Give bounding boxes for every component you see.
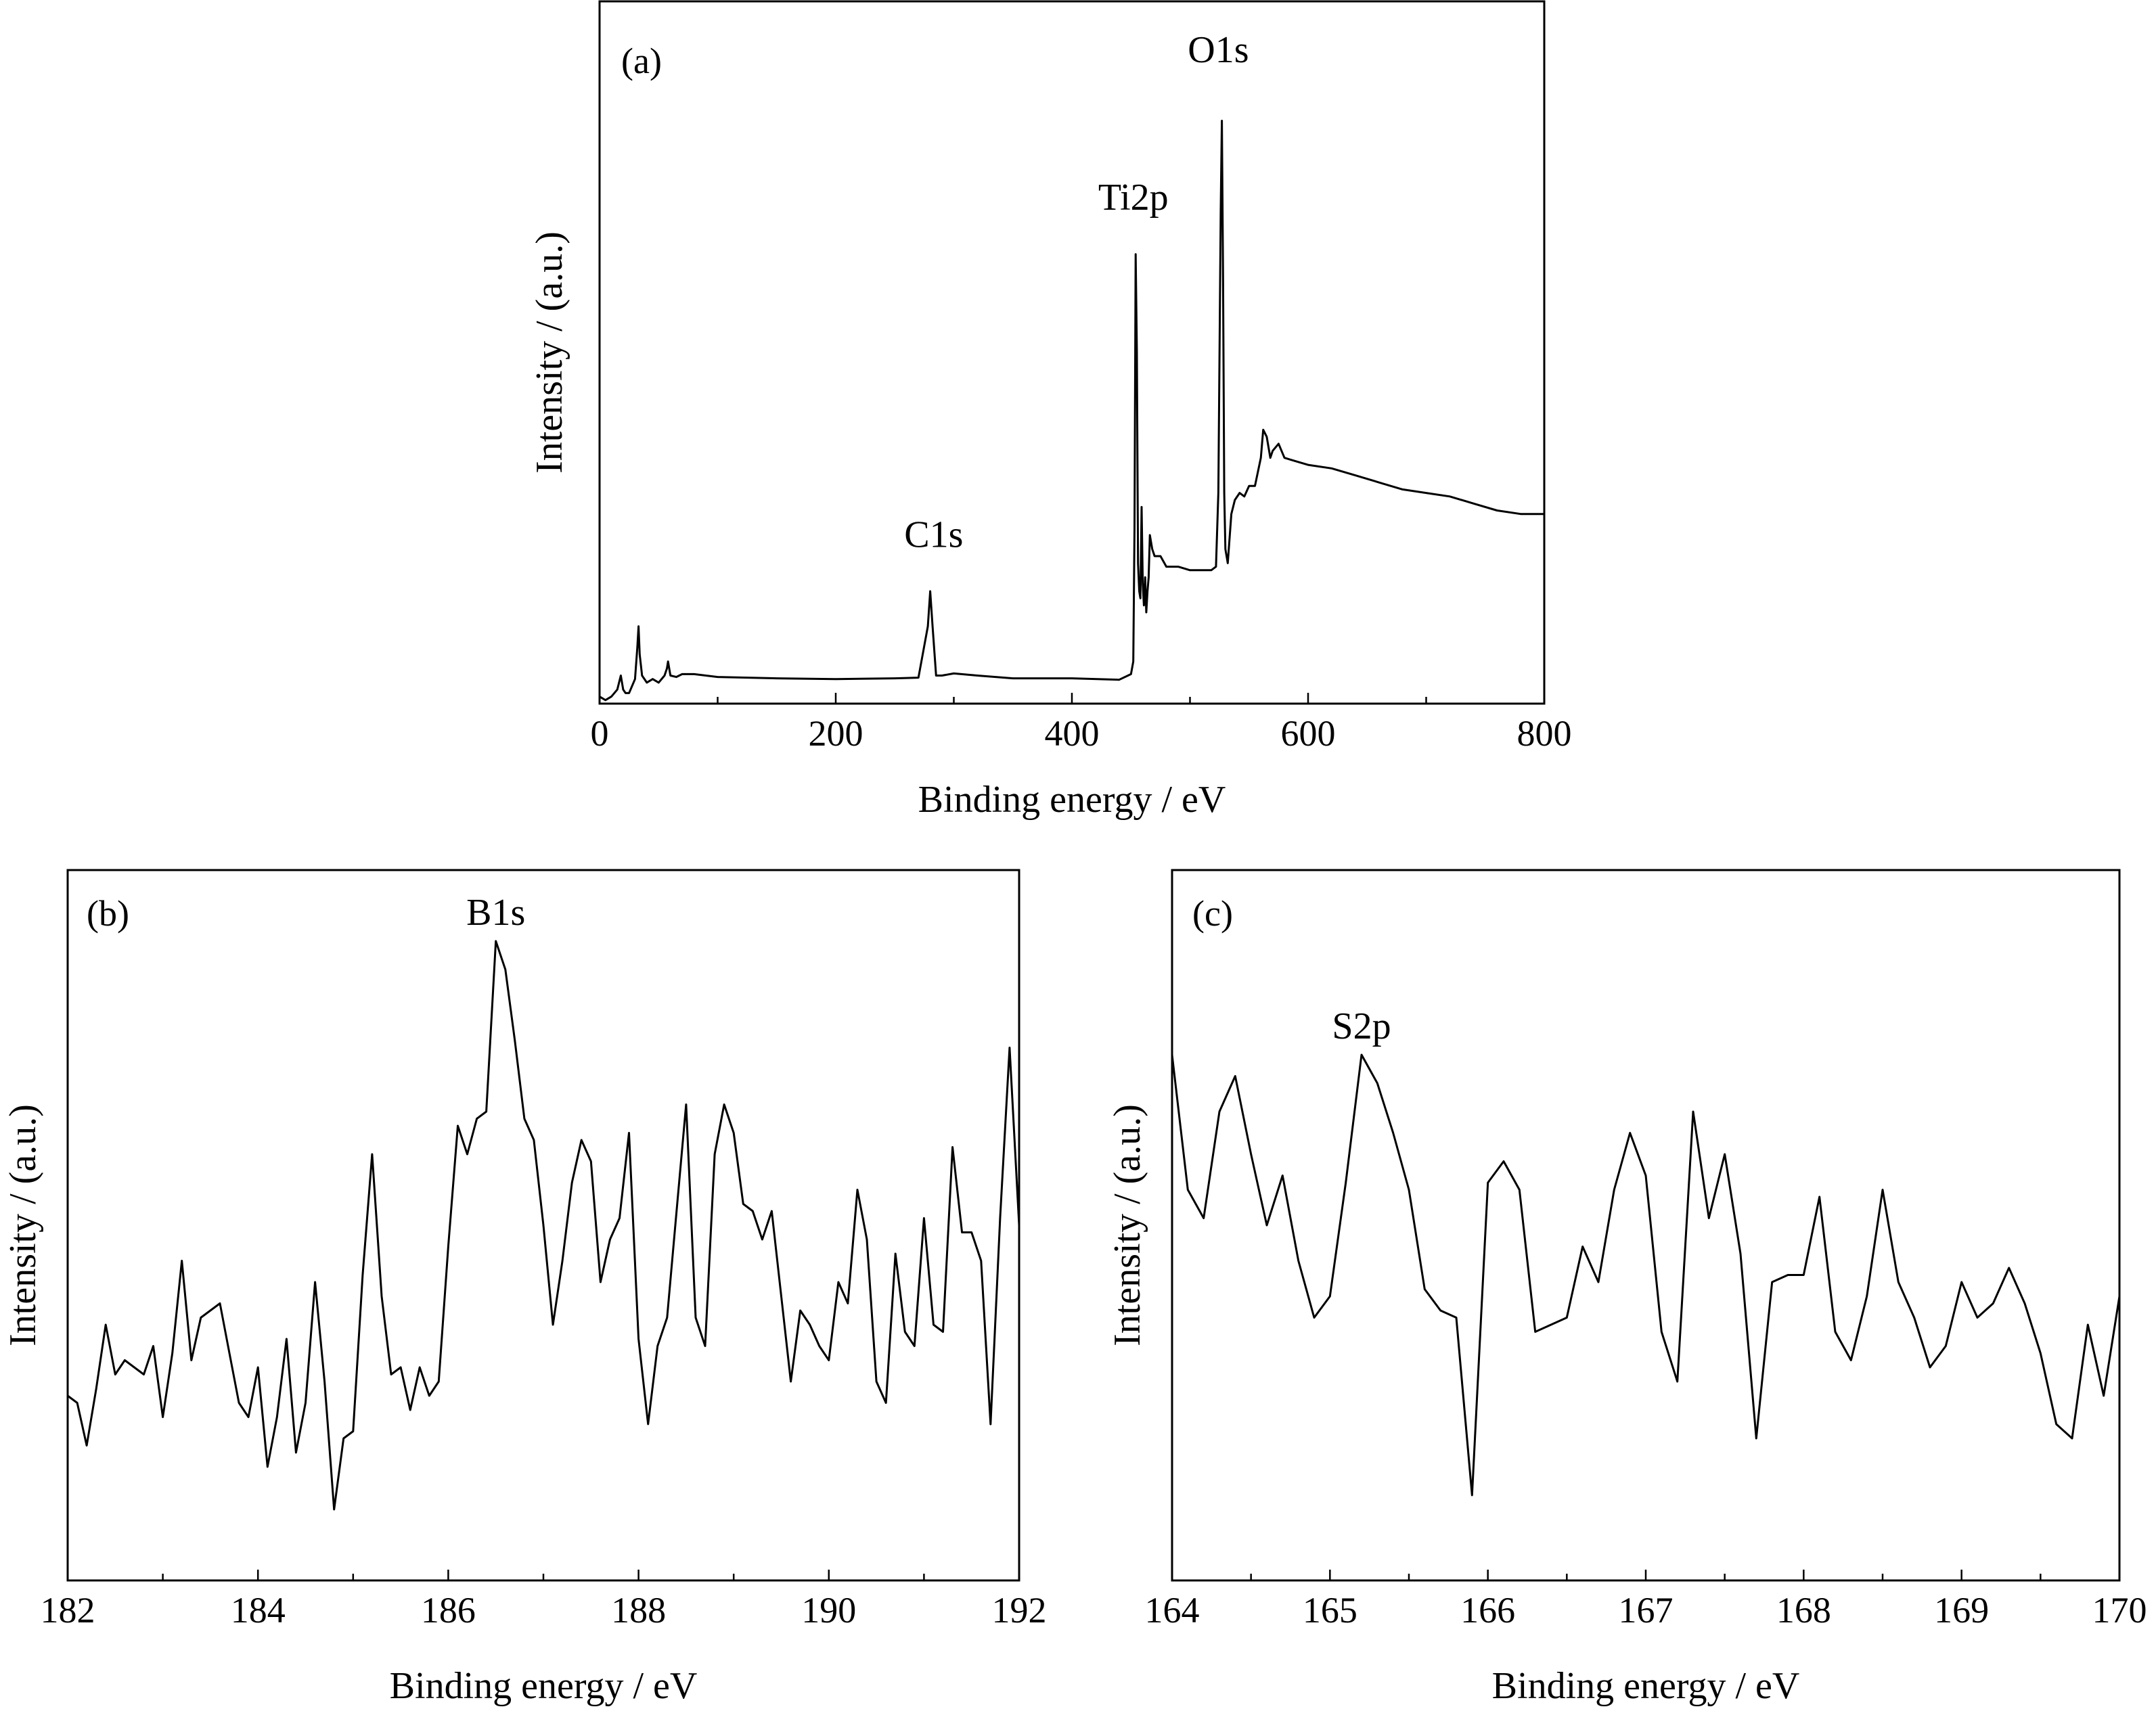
x-tick-label-0: 182 xyxy=(41,1590,95,1631)
panel-b-ticks xyxy=(66,1570,1020,1580)
peak-label-s2p: S2p xyxy=(1332,1005,1391,1047)
panel-a-ticks xyxy=(598,693,1546,704)
x-tick-label-1: 165 xyxy=(1303,1590,1357,1631)
x-tick-label-5: 192 xyxy=(992,1590,1047,1631)
panel-c-s2p-line xyxy=(1171,1053,2121,1497)
panel-a-survey-spectrum: 0 200 400 600 800 C1s Ti2p O1s (a) Binding ene… xyxy=(529,0,1572,821)
x-tick-label-2: 400 xyxy=(1045,713,1100,754)
panel-a-y-axis-label: Intensity / (a.u.) xyxy=(529,231,570,474)
x-tick-label-0: 0 xyxy=(591,713,609,754)
panel-c-s2p-spectrum: 164 165 166 167 168 169 170 S2p (c) Binding en… xyxy=(1106,869,2147,1707)
x-tick-label-4: 168 xyxy=(1776,1590,1831,1631)
panel-b-label: (b) xyxy=(87,893,129,934)
panel-c-label: (c) xyxy=(1192,893,1233,934)
peak-label-c1s: C1s xyxy=(904,514,963,555)
panel-b-y-axis-label: Intensity / (a.u.) xyxy=(2,1104,44,1346)
x-tick-label-2: 186 xyxy=(421,1590,476,1631)
x-tick-label-1: 184 xyxy=(231,1590,286,1631)
panel-b-peak-annotations: B1s xyxy=(466,892,525,934)
x-tick-label-2: 166 xyxy=(1460,1590,1515,1631)
peak-label-ti2p: Ti2p xyxy=(1098,177,1169,219)
peak-label-b1s: B1s xyxy=(466,892,525,934)
x-tick-label-6: 170 xyxy=(2092,1590,2147,1631)
panel-a-tick-labels: 0 200 400 600 800 xyxy=(591,713,1572,754)
panel-c-y-axis-label: Intensity / (a.u.) xyxy=(1106,1104,1148,1346)
panel-c-x-axis-label: Binding energy / eV xyxy=(1492,1665,1800,1707)
panel-b-x-axis-label: Binding energy / eV xyxy=(390,1665,698,1707)
x-tick-label-0: 164 xyxy=(1145,1590,1200,1631)
panel-c-tick-labels: 164 165 166 167 168 169 170 xyxy=(1145,1590,2147,1631)
panel-a-x-axis-label: Binding energy / eV xyxy=(918,779,1226,821)
x-tick-label-4: 190 xyxy=(801,1590,856,1631)
panel-b-tick-labels: 182 184 186 188 190 192 xyxy=(41,1590,1047,1631)
x-tick-label-3: 600 xyxy=(1281,713,1336,754)
panel-b-b1s-line xyxy=(67,940,1020,1511)
x-tick-label-4: 800 xyxy=(1517,713,1572,754)
x-tick-label-3: 188 xyxy=(611,1590,666,1631)
x-tick-label-3: 167 xyxy=(1619,1590,1674,1631)
panel-c-peak-annotations: S2p xyxy=(1332,1005,1391,1047)
panel-c-ticks xyxy=(1171,1570,2121,1580)
x-tick-label-5: 169 xyxy=(1934,1590,1989,1631)
panel-a-peak-annotations: C1s Ti2p O1s xyxy=(904,29,1249,555)
peak-label-o1s: O1s xyxy=(1188,29,1249,71)
panel-a-label: (a) xyxy=(621,41,662,81)
panel-a-survey-line xyxy=(599,120,1544,702)
panel-b-b1s-spectrum: 182 184 186 188 190 192 B1s (b) Binding energ… xyxy=(2,869,1047,1707)
x-tick-label-1: 200 xyxy=(809,713,863,754)
